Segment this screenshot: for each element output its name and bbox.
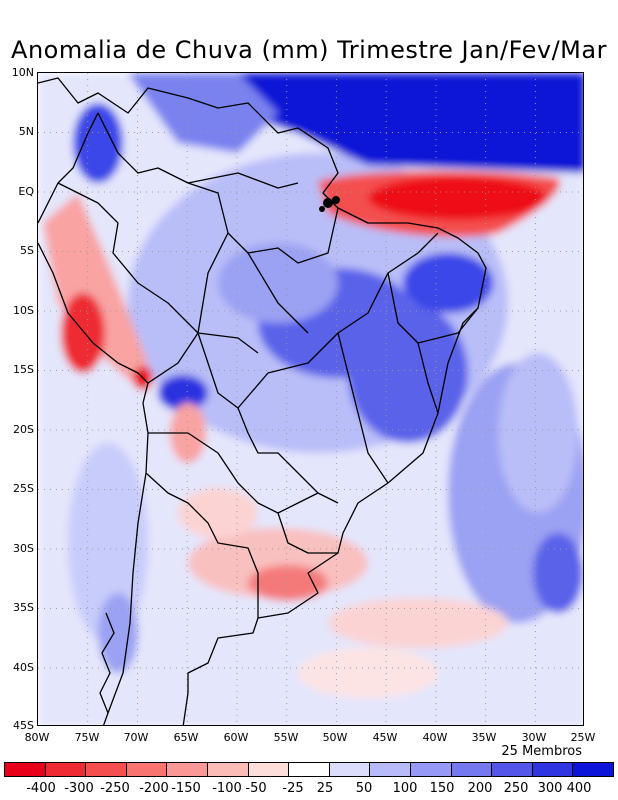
colorbar-swatch [86,763,127,776]
lon-label: 25W [570,731,596,744]
colorbar-label: -250 [100,781,130,796]
lat-label: 25S [13,482,34,495]
colorbar-swatch [329,763,371,776]
lon-label: 45W [372,731,398,744]
colorbar-swatch [532,763,574,776]
colorbar-label: 200 [467,781,493,796]
map-title: Anomalia de Chuva (mm) Trimestre Jan/Fev… [11,36,607,64]
colorbar-swatch [370,763,411,776]
amazon-delta [319,196,340,212]
colorbar-label: -150 [171,781,201,796]
lat-label: EQ [18,185,34,198]
lat-label: 20S [13,423,34,436]
colorbar-label: 25 [316,781,334,796]
lon-label: 80W [24,731,50,744]
colorbar-swatch [207,763,249,776]
colorbar-label: 250 [503,781,529,796]
colorbar-swatch [410,763,452,776]
lat-label: 35S [13,601,34,614]
colorbar-swatch [167,763,208,776]
lat-label: 10S [13,304,34,317]
anomaly-field [38,73,583,725]
lon-label: 75W [74,731,100,744]
colorbar-label: 50 [355,781,373,796]
lon-label: 30W [521,731,547,744]
lat-label: 5N [18,125,34,138]
lon-label: 40W [422,731,448,744]
colorbar-label: -300 [64,781,94,796]
colorbar-swatch [5,763,46,776]
members-label: 25 Membros [501,744,582,759]
colorbar-label: -25 [282,781,304,796]
lat-label: 5S [20,244,34,257]
colorbar-swatch [289,763,330,776]
lon-label: 70W [123,731,149,744]
colorbar-label: 150 [429,781,455,796]
colorbar-label: -50 [245,781,267,796]
lat-label: 10N [11,66,34,79]
colorbar-label: 300 [537,781,563,796]
colorbar-label: 100 [392,781,418,796]
colorbar-swatch [248,763,290,776]
lat-label: 40S [13,661,34,674]
lon-label: 60W [223,731,249,744]
colorbar-label: -100 [212,781,242,796]
colorbar-swatch [126,763,168,776]
colorbar-swatch [492,763,533,776]
colorbar-label: 400 [566,781,592,796]
colorbar [4,762,614,777]
coastlines-and-borders [38,77,487,725]
colorbar-swatch [573,763,613,776]
lon-label: 65W [173,731,199,744]
precipitation-anomaly-map [37,72,584,726]
lat-label: 15S [13,363,34,376]
lon-label: 50W [322,731,348,744]
colorbar-label: -200 [139,781,169,796]
colorbar-label: -400 [26,781,56,796]
lat-label: 45S [13,719,34,732]
lon-label: 35W [471,731,497,744]
lon-label: 55W [273,731,299,744]
lat-label: 30S [13,542,34,555]
colorbar-swatch [451,763,493,776]
colorbar-swatch [45,763,87,776]
